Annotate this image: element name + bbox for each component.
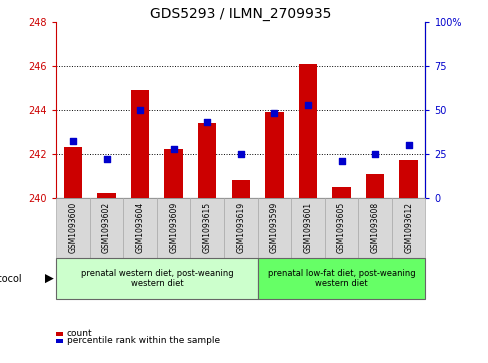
Bar [231,180,249,198]
Text: count: count [66,329,92,338]
Text: GSM1093612: GSM1093612 [403,202,412,253]
Bar [324,198,358,258]
Point [304,102,311,107]
Bar [63,147,82,198]
Title: GDS5293 / ILMN_2709935: GDS5293 / ILMN_2709935 [150,7,331,21]
Bar [224,198,257,258]
Bar [90,198,123,258]
Point [370,151,378,157]
Text: GSM1093609: GSM1093609 [169,202,178,253]
Bar [298,64,317,198]
Text: GSM1093601: GSM1093601 [303,202,312,253]
Text: GSM1093600: GSM1093600 [68,202,78,253]
Bar [391,198,425,258]
Bar [290,198,324,258]
Text: prenatal western diet, post-weaning
western diet: prenatal western diet, post-weaning west… [81,269,233,288]
Text: GSM1093615: GSM1093615 [203,202,211,253]
Bar [365,174,384,198]
Bar [358,198,391,258]
Bar [190,198,224,258]
Bar [131,90,149,198]
Text: GSM1093608: GSM1093608 [370,202,379,253]
Bar [257,258,425,299]
Point [203,119,211,125]
Text: GSM1093604: GSM1093604 [135,202,144,253]
Bar [56,339,62,343]
Point [136,107,144,113]
Bar [332,187,350,198]
Bar [399,160,417,198]
Text: percentile rank within the sample: percentile rank within the sample [66,337,219,345]
Text: GSM1093602: GSM1093602 [102,202,111,253]
Bar [56,332,62,336]
Point [236,151,244,157]
Bar [56,198,90,258]
Point [169,146,177,151]
Bar [157,198,190,258]
Polygon shape [45,274,54,283]
Bar [257,198,290,258]
Text: GSM1093605: GSM1093605 [336,202,346,253]
Bar [123,198,157,258]
Text: protocol: protocol [0,274,22,284]
Text: prenatal low-fat diet, post-weaning
western diet: prenatal low-fat diet, post-weaning west… [267,269,414,288]
Bar [164,150,183,198]
Point [102,156,110,162]
Point [69,139,77,144]
Point [270,110,278,116]
Bar [264,112,283,198]
Bar [56,258,257,299]
Bar [97,193,116,198]
Text: GSM1093599: GSM1093599 [269,202,278,253]
Text: GSM1093619: GSM1093619 [236,202,245,253]
Point [404,142,412,148]
Bar [198,123,216,198]
Point [337,158,345,164]
